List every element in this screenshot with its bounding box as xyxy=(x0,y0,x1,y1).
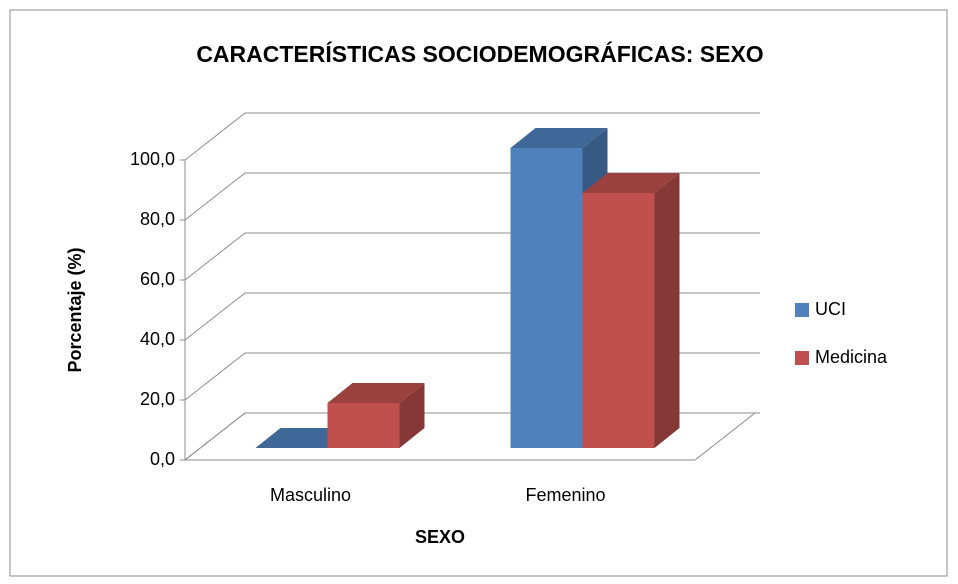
grid-line xyxy=(184,112,760,161)
bar-side xyxy=(399,383,425,448)
legend-swatch xyxy=(795,303,809,317)
legend-swatch xyxy=(795,351,809,365)
y-tick-label: 0,0 xyxy=(150,449,175,469)
y-tick-label: 40,0 xyxy=(140,329,175,349)
x-axis-label: SEXO xyxy=(415,527,465,547)
bar-front xyxy=(582,193,655,448)
x-tick-label: Masculino xyxy=(270,485,351,505)
y-tick-label: 20,0 xyxy=(140,389,175,409)
bar-top xyxy=(510,128,608,148)
y-tick-label: 60,0 xyxy=(140,269,175,289)
y-tick-label: 80,0 xyxy=(140,209,175,229)
bar-top xyxy=(327,383,425,403)
chart-title: CARACTERÍSTICAS SOCIODEMOGRÁFICAS: SEXO xyxy=(196,40,763,67)
bar-front xyxy=(327,403,400,448)
y-tick-label: 100,0 xyxy=(130,149,175,169)
x-tick-label: Femenino xyxy=(525,485,605,505)
y-axis-label: Porcentaje (%) xyxy=(65,247,85,372)
bar-top xyxy=(582,173,680,193)
bar xyxy=(582,173,680,448)
bar-side xyxy=(654,173,680,448)
bar-front xyxy=(510,148,583,448)
legend-label: Medicina xyxy=(815,347,888,367)
legend-label: UCI xyxy=(815,299,846,319)
bar xyxy=(327,383,425,448)
